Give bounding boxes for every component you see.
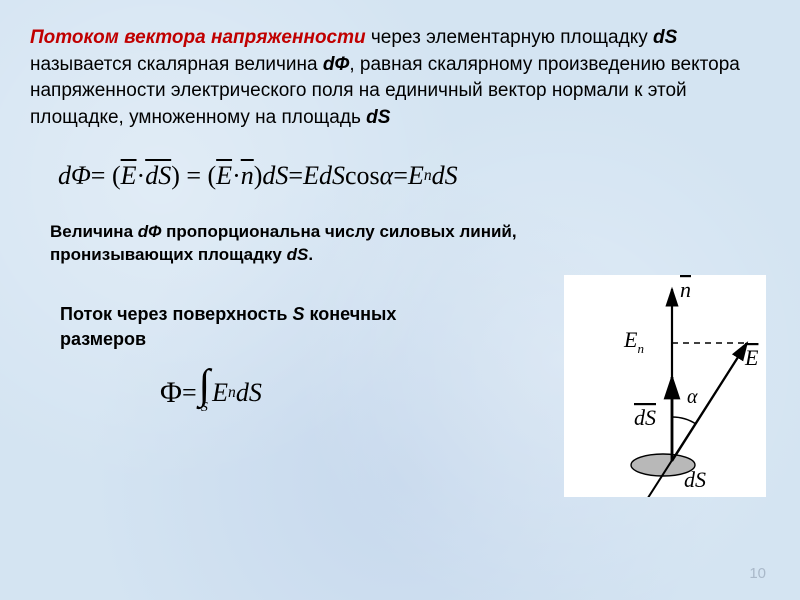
title-text-1: через элементарную площадку bbox=[366, 27, 653, 48]
title-dS2: dS bbox=[366, 107, 390, 128]
title-highlight: Потоком вектора напряженности bbox=[30, 27, 366, 48]
f2-n-sub: n bbox=[228, 384, 236, 402]
definition-paragraph: Потоком вектора напряженности через элем… bbox=[30, 25, 770, 131]
integral-symbol: ∫ S bbox=[199, 369, 211, 417]
f2-lim: S bbox=[201, 400, 208, 416]
vector-diagram-svg: n En E α dS dS bbox=[564, 275, 766, 497]
f1-dS: dS bbox=[145, 161, 171, 191]
label-E: E bbox=[744, 345, 759, 370]
f1-dPhi: dΦ bbox=[58, 161, 91, 191]
vector-E-icon bbox=[672, 343, 747, 461]
label-alpha: α bbox=[687, 386, 698, 408]
d2-p1: Поток через поверхность bbox=[60, 304, 292, 324]
f1-n: n bbox=[241, 161, 254, 191]
label-En: En bbox=[623, 327, 644, 356]
label-dS: dS bbox=[684, 467, 706, 492]
d1-p1: Величина bbox=[50, 222, 138, 241]
d1-p3: . bbox=[308, 245, 313, 264]
page-number: 10 bbox=[749, 565, 766, 582]
f1-En: E bbox=[408, 161, 424, 191]
f1-eq: = ( bbox=[91, 161, 121, 191]
f1-n-sub: n bbox=[424, 167, 432, 185]
f1-dS2: dS bbox=[262, 161, 288, 191]
f1-E: E bbox=[121, 161, 137, 191]
title-dPhi: dФ bbox=[323, 54, 349, 75]
f1-eq2: = bbox=[288, 161, 303, 191]
f1-E2: E bbox=[216, 161, 232, 191]
f2-Phi: Φ bbox=[160, 376, 182, 410]
f2-eq: = bbox=[182, 378, 197, 408]
f1-alpha: α bbox=[380, 161, 394, 191]
description-proportional: Величина dФ пропорциональна числу силовы… bbox=[50, 221, 540, 267]
title-dS: dS bbox=[653, 27, 677, 48]
label-dSvec: dS bbox=[634, 405, 656, 430]
f1-dS3: dS bbox=[319, 161, 345, 191]
d1-dS: dS bbox=[287, 245, 309, 264]
f1-E3: E bbox=[303, 161, 319, 191]
f1-dS4: dS bbox=[432, 161, 458, 191]
integral-sign-icon: ∫ bbox=[199, 369, 211, 403]
f1-close2: ) bbox=[254, 161, 263, 191]
f2-E: E bbox=[212, 378, 228, 408]
f1-dot2: · bbox=[232, 161, 241, 191]
vector-diagram: n En E α dS dS bbox=[564, 275, 766, 497]
f1-close: ) = ( bbox=[171, 161, 216, 191]
f1-cos: cos bbox=[345, 161, 380, 191]
d2-S: S bbox=[292, 304, 304, 324]
f1-eq3: = bbox=[393, 161, 408, 191]
f2-dS: dS bbox=[236, 378, 262, 408]
description-finite-surface: Поток через поверхность S конечных разме… bbox=[60, 302, 440, 351]
formula-flux-definition: dΦ = ( E · dS ) = ( E · n ) dS = E dS co… bbox=[58, 161, 770, 191]
title-text-2: называется скалярная величина bbox=[30, 54, 323, 75]
label-n: n bbox=[680, 277, 691, 302]
f1-dot: · bbox=[137, 161, 146, 191]
d1-dPhi: dФ bbox=[138, 222, 162, 241]
angle-arc-icon bbox=[672, 417, 696, 424]
